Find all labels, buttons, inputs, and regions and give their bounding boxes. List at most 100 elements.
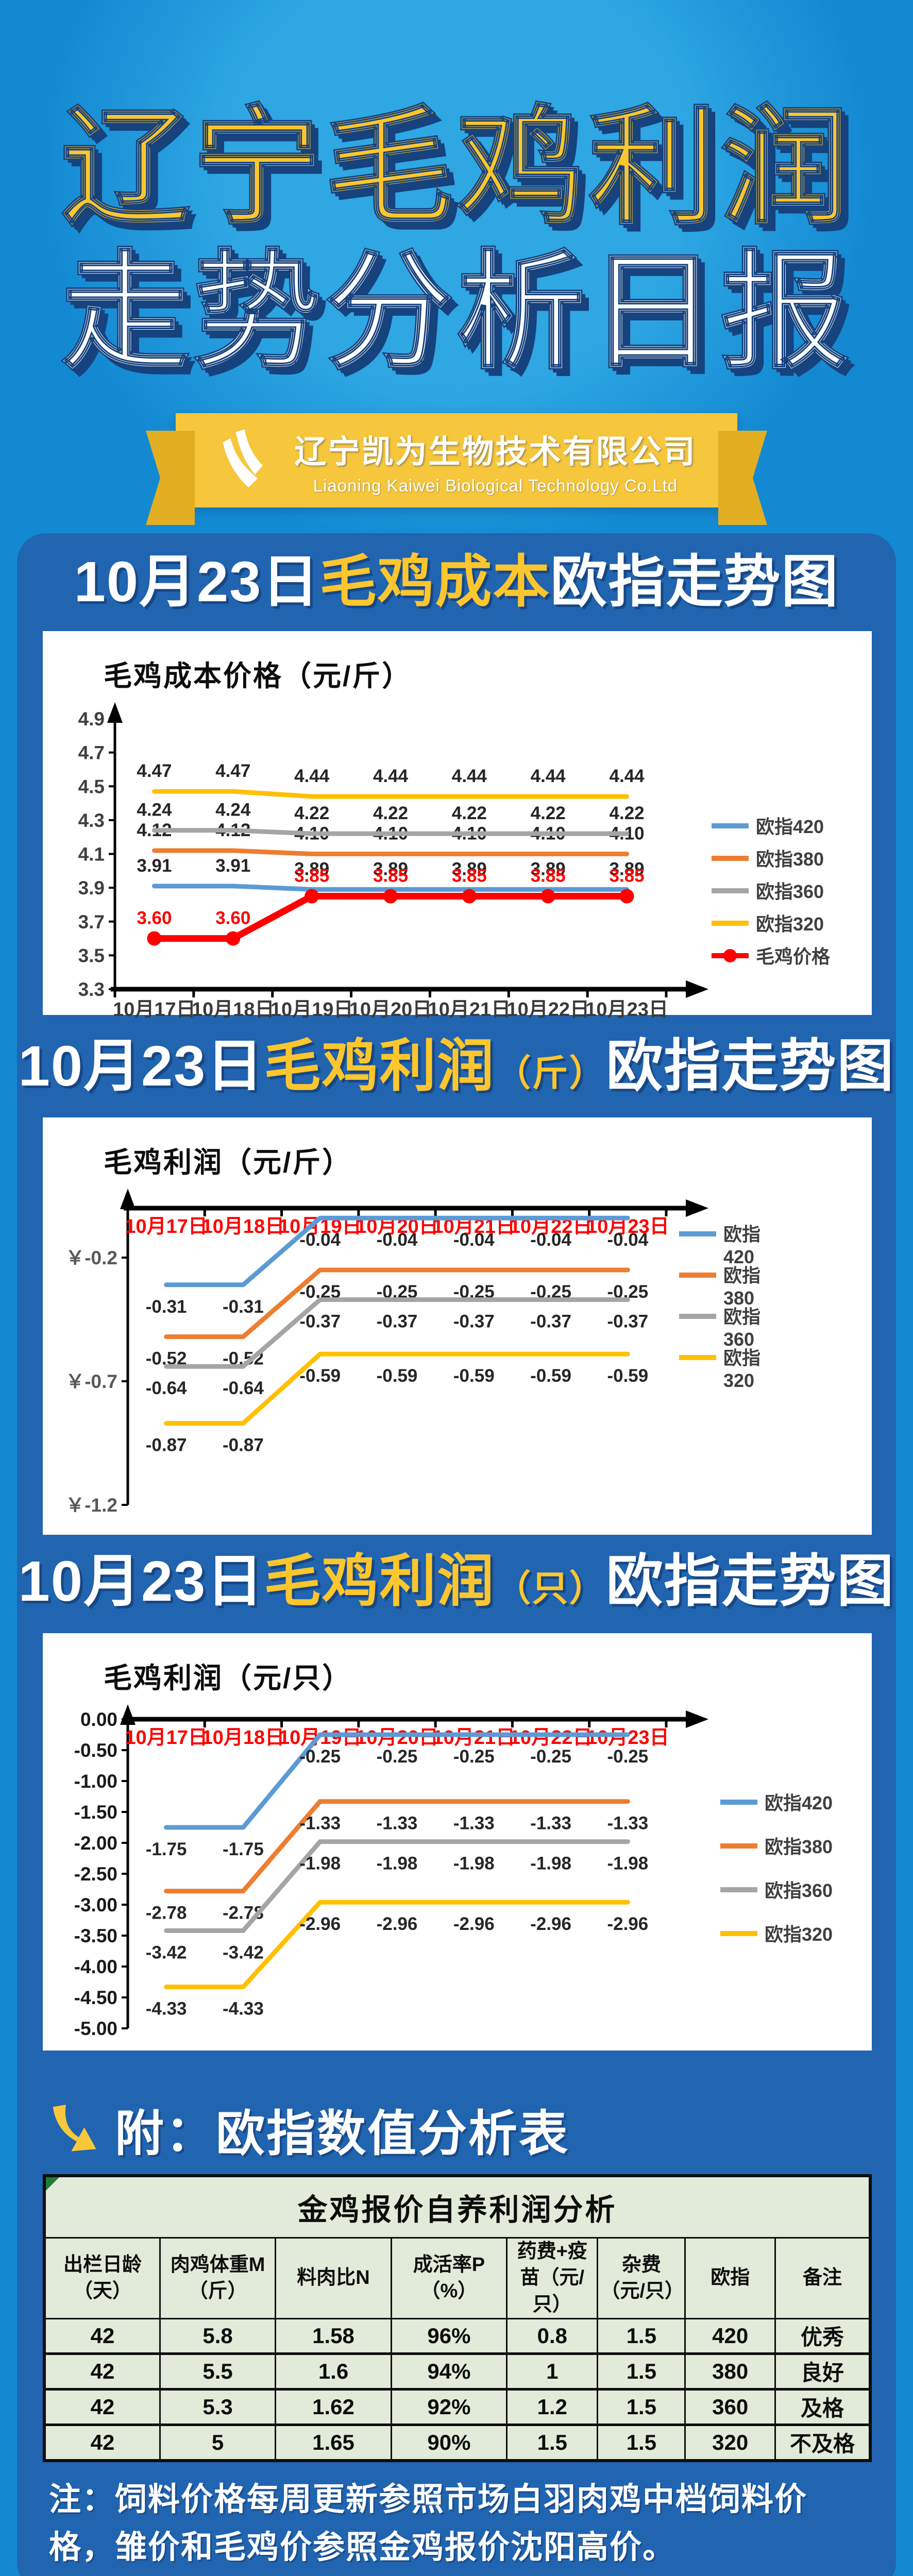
svg-text:-0.59: -0.59 — [453, 1366, 495, 1386]
svg-text:-0.04: -0.04 — [607, 1230, 648, 1250]
svg-text:欧指: 欧指 — [723, 1306, 760, 1327]
svg-text:￥-0.7: ￥-0.7 — [65, 1371, 117, 1392]
section-date: 10月23日 — [18, 1035, 264, 1098]
svg-text:3.89: 3.89 — [294, 859, 329, 879]
table-title: 金鸡报价自养利润分析 — [43, 2175, 871, 2239]
company-banner: 辽宁凯为生物技术有限公司 Liaoning Kaiwei Biological … — [176, 413, 737, 507]
svg-text:10月23日: 10月23日 — [585, 999, 668, 1021]
svg-text:-0.25: -0.25 — [453, 1747, 495, 1767]
series-欧指360: -3.42 -3.42 -1.98 -1.98 -1.98 -1.98 -1.98 — [146, 1839, 648, 1962]
section-unit: （斤） — [495, 1053, 606, 1093]
table-cell: 5.5 — [159, 2352, 277, 2391]
chart-panel-cost: 毛鸡成本价格（元/斤） 4.9 4.7 4.5 4.3 4.1 3.9 3.7 3.5 3.3 1… — [43, 631, 872, 1021]
section-date: 10月23日 — [74, 550, 320, 614]
svg-text:10月22日: 10月22日 — [506, 999, 589, 1021]
svg-text:-0.25: -0.25 — [299, 1747, 341, 1767]
axes: 4.9 4.7 4.5 4.3 4.1 3.9 3.7 3.5 3.3 — [78, 702, 708, 1000]
svg-text:欧指420: 欧指420 — [765, 1792, 833, 1814]
svg-text:4.22: 4.22 — [610, 803, 645, 823]
section-rest: 欧指走势图 — [550, 550, 839, 614]
table-cell: 及格 — [774, 2388, 871, 2426]
table-header-cell: 料肉比N — [275, 2237, 392, 2319]
series-欧指380: 4.12 4.12 4.10 4.10 4.10 4.10 4.10 — [137, 820, 645, 856]
svg-text:3.85: 3.85 — [610, 866, 645, 886]
category-labels: 10月17日10月18日10月19日10月20日10月21日10月22日10月2… — [125, 1216, 669, 1238]
legend: 欧指420 欧指380 欧指360 欧指320 — [720, 1792, 833, 1945]
svg-text:-0.59: -0.59 — [530, 1366, 571, 1386]
svg-text:4.22: 4.22 — [531, 803, 566, 823]
svg-text:4.44: 4.44 — [531, 766, 566, 786]
chart-panel-profit-jin: 毛鸡利润（元/斤） ￥-0.2 ￥-0.7 ￥-1.2 10月17日 10月18日 10月… — [43, 1117, 872, 1535]
company-name-cn: 辽宁凯为生物技术有限公司 — [294, 434, 697, 470]
svg-text:欧指360: 欧指360 — [756, 881, 824, 902]
table-cell: 不及格 — [774, 2424, 871, 2462]
series-欧指320: 4.47 4.47 4.44 4.44 4.44 4.44 4.44 — [137, 761, 645, 799]
svg-text:-4.50: -4.50 — [74, 1987, 117, 2008]
company-name-en: Liaoning Kaiwei Biological Technology Co… — [313, 476, 678, 495]
svg-text:-0.04: -0.04 — [530, 1230, 571, 1250]
excel-corner-mark — [46, 2177, 59, 2191]
svg-text:毛鸡价格: 毛鸡价格 — [756, 946, 831, 967]
series-欧指420: 3.91 3.91 3.89 3.89 3.89 3.89 3.89 — [137, 856, 645, 892]
table-cell: 42 — [43, 2317, 161, 2355]
svg-text:-0.37: -0.37 — [453, 1312, 495, 1332]
series-欧指320: -4.33 -4.33 -2.96 -2.96 -2.96 -2.96 -2.96 — [146, 1900, 648, 2019]
svg-text:欧指: 欧指 — [723, 1265, 760, 1286]
table-cell: 0.8 — [506, 2317, 599, 2355]
svg-text:-0.25: -0.25 — [377, 1747, 418, 1767]
svg-text:10月22日: 10月22日 — [510, 1727, 593, 1749]
table-cell: 5 — [159, 2424, 277, 2462]
section-date: 10月23日 — [18, 1550, 264, 1613]
attach-header: 附：欧指数值分析表 — [45, 2094, 569, 2165]
svg-text:-1.33: -1.33 — [377, 1814, 418, 1834]
svg-text:欧指420: 欧指420 — [756, 816, 824, 837]
svg-text:4.1: 4.1 — [78, 844, 105, 865]
section-unit: （只） — [495, 1568, 606, 1608]
table-cell: 1.5 — [597, 2424, 686, 2462]
svg-text:10月18日: 10月18日 — [202, 1727, 285, 1749]
svg-text:420: 420 — [723, 1246, 754, 1267]
table-cell: 1.2 — [506, 2388, 599, 2426]
table-cell: 92% — [390, 2388, 508, 2426]
svg-text:-0.64: -0.64 — [223, 1378, 264, 1398]
svg-text:-0.04: -0.04 — [299, 1230, 341, 1250]
svg-text:4.44: 4.44 — [294, 766, 330, 786]
attach-label: 附：欧指数值分析表 — [115, 2107, 570, 2161]
svg-text:10月17日: 10月17日 — [113, 999, 196, 1021]
table-cell: 380 — [684, 2352, 776, 2391]
svg-text:3.9: 3.9 — [78, 877, 105, 899]
svg-text:欧指: 欧指 — [723, 1224, 760, 1245]
svg-text:0.00: 0.00 — [80, 1709, 117, 1730]
table-cell: 1.5 — [597, 2388, 686, 2426]
svg-text:-5.00: -5.00 — [74, 2018, 117, 2039]
series-欧指380: -2.78 -2.78-1.33 -1.33 -1.33 -1.33 -1.33 — [146, 1799, 648, 1923]
svg-text:3.91: 3.91 — [137, 856, 172, 876]
svg-text:-1.98: -1.98 — [299, 1854, 341, 1874]
svg-text:3.7: 3.7 — [78, 911, 105, 933]
series-欧指320: -0.87 -0.87 -0.59 -0.59 -0.59 -0.59 -0.59 — [146, 1351, 648, 1455]
svg-text:欧指360: 欧指360 — [765, 1880, 833, 1901]
table-header-cell: 肉鸡体重M（斤） — [159, 2237, 277, 2319]
svg-text:4.5: 4.5 — [78, 776, 105, 797]
chart-panel-profit-bird: 毛鸡利润（元/只） 0.00 -0.50 -1.00 -1.50 -2.00 -2.50 -… — [43, 1633, 872, 2050]
svg-text:-4.33: -4.33 — [223, 1999, 264, 2019]
svg-text:10月17日: 10月17日 — [125, 1727, 208, 1749]
table-cell: 1.65 — [275, 2424, 392, 2462]
table-cell: 90% — [390, 2424, 508, 2462]
analysis-table-wrap: 金鸡报价自养利润分析 出栏日龄（天） 肉鸡体重M（斤） 料肉比N 成活率P（%） 药费+疫… — [43, 2174, 872, 2462]
table-cell: 42 — [43, 2352, 161, 2391]
svg-text:-0.37: -0.37 — [530, 1312, 571, 1332]
svg-text:3.60: 3.60 — [215, 908, 250, 928]
svg-text:4.47: 4.47 — [137, 761, 172, 781]
svg-text:-3.00: -3.00 — [74, 1894, 117, 1916]
svg-text:-1.50: -1.50 — [74, 1802, 117, 1823]
svg-text:320: 320 — [723, 1370, 754, 1391]
footnote: 注：饲料价格每周更新参照市场白羽肉鸡中档饲料价格，雏价和毛鸡价参照金鸡报价沈阳高… — [49, 2482, 808, 2565]
svg-text:3.85: 3.85 — [531, 866, 566, 886]
svg-text:-2.00: -2.00 — [74, 1833, 117, 1854]
svg-text:-2.96: -2.96 — [607, 1914, 648, 1934]
svg-text:380: 380 — [723, 1287, 754, 1309]
svg-text:欧指: 欧指 — [723, 1347, 760, 1368]
poster-title-line1: 辽宁毛鸡利润 — [60, 96, 852, 240]
svg-text:3.89: 3.89 — [373, 859, 408, 879]
